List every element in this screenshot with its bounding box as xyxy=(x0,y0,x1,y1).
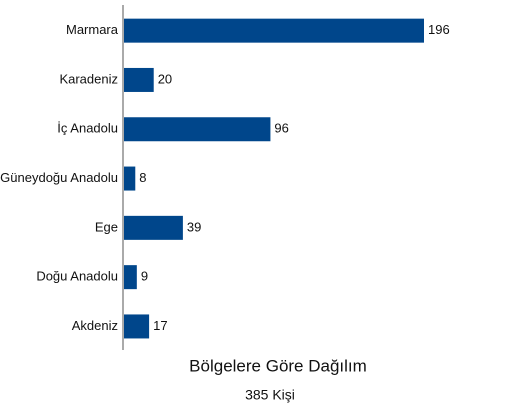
category-label: Marmara xyxy=(66,22,119,37)
bar xyxy=(124,215,183,240)
category-label: Karadeniz xyxy=(59,71,118,86)
bar xyxy=(124,117,271,142)
value-label: 39 xyxy=(187,219,201,234)
category-label: Akdeniz xyxy=(72,318,118,333)
value-label: 96 xyxy=(274,121,288,136)
category-label: Ege xyxy=(95,219,118,234)
value-label: 8 xyxy=(139,170,146,185)
value-label: 196 xyxy=(428,22,450,37)
bar xyxy=(124,166,136,191)
chart-title: Bölgelere Göre Dağılım xyxy=(189,356,367,375)
value-label: 20 xyxy=(158,71,172,86)
category-label: Doğu Anadolu xyxy=(36,269,118,284)
value-label: 17 xyxy=(153,318,167,333)
bar xyxy=(124,265,137,290)
bar xyxy=(124,67,154,92)
bar xyxy=(124,18,424,43)
category-label: Güneydoğu Anadolu xyxy=(0,170,118,185)
bar xyxy=(124,314,150,339)
chart-subtitle: 385 Kişi xyxy=(245,387,295,403)
value-label: 9 xyxy=(141,269,148,284)
category-label: İç Anadolu xyxy=(57,121,118,136)
